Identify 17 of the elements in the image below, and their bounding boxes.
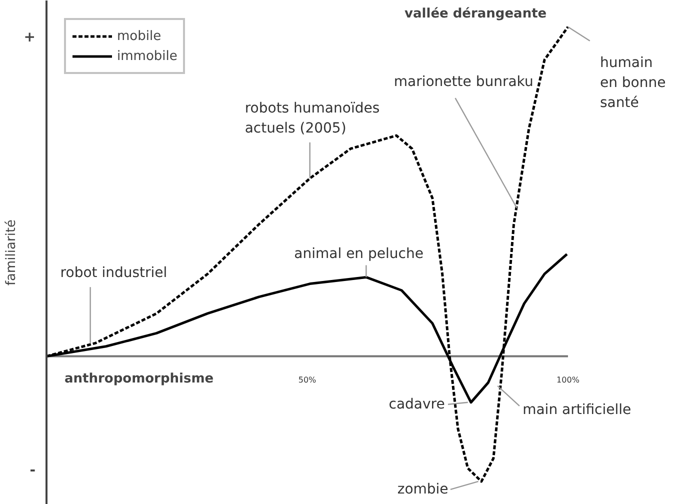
x-axis-title: anthropomorphisme	[64, 371, 214, 386]
annotation: main artificielle	[522, 402, 632, 418]
annotation: robots humanoïdes actuels (2005)	[244, 100, 380, 136]
text: vallée dérangeante	[404, 6, 547, 22]
text: -	[30, 462, 36, 479]
annotation: animal en peluche	[294, 246, 424, 262]
annotation: cadavre	[388, 396, 445, 412]
annotation: robot industriel	[60, 265, 168, 282]
legend-label: immobile	[117, 48, 178, 64]
text: +	[24, 29, 36, 46]
annotation: zombie	[397, 481, 448, 498]
annotation: marionette bunraku	[394, 74, 534, 90]
x-tick-label: 50%	[298, 375, 317, 384]
annotation: humain en bonne santé	[600, 54, 666, 111]
x-tick-label: 100%	[556, 375, 580, 384]
legend-label: mobile	[117, 28, 162, 44]
y-axis-title: familiarité	[4, 219, 19, 286]
